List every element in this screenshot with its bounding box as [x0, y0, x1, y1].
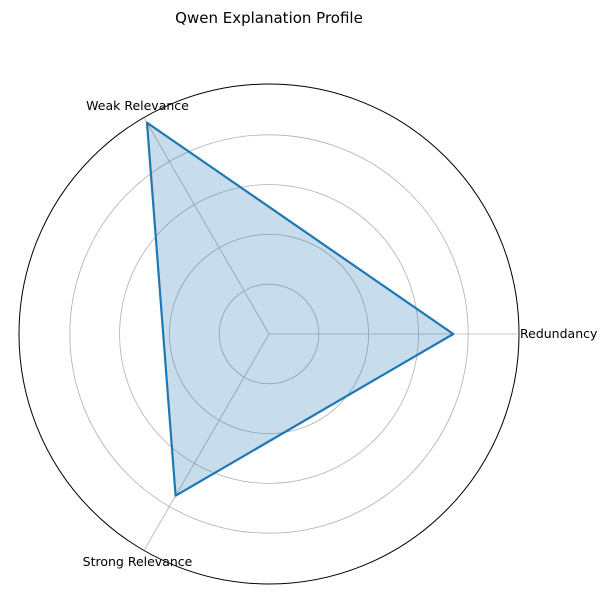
radar-series — [145, 121, 455, 497]
axis-labels: Redundancy Weak Relevance Strong Relevance — [83, 98, 598, 569]
axis-label-strong-relevance: Strong Relevance — [83, 554, 193, 569]
axis-label-weak-relevance: Weak Relevance — [86, 98, 189, 113]
axis-label-redundancy: Redundancy — [520, 326, 598, 341]
radar-grid — [18, 83, 520, 585]
grid-spoke-2 — [144, 118, 270, 335]
grid-spoke-3 — [144, 333, 270, 550]
chart-title: Qwen Explanation Profile — [175, 9, 363, 27]
series-fill — [147, 122, 454, 496]
outer-frame — [18, 83, 520, 585]
series-line — [145, 121, 455, 497]
